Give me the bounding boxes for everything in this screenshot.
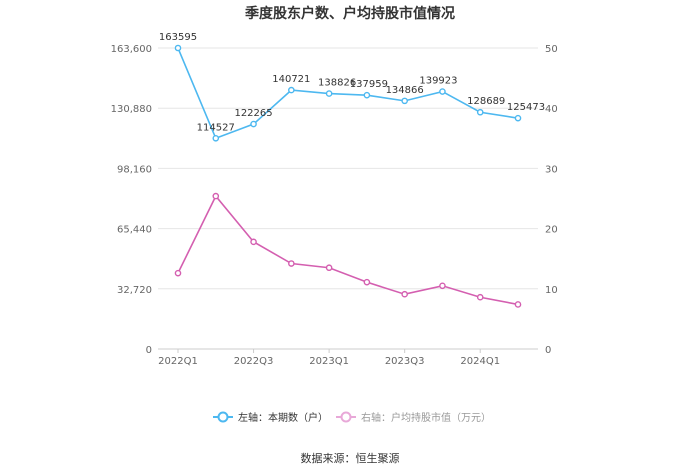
chart-title: 季度股东户数、户均持股市值情况 <box>244 5 455 22</box>
market-value-line <box>177 194 519 306</box>
households-data-label: 137959 <box>350 79 388 90</box>
left-axis: 0 32,720 65,440 98,160 130,880 163,600 <box>111 44 152 356</box>
market-value-point <box>439 282 446 290</box>
legend-marker-market-value <box>340 411 352 423</box>
left-tick-label: 32,720 <box>117 285 152 296</box>
left-tick-label: 98,160 <box>117 164 152 175</box>
right-axis: 0 10 20 30 40 50 <box>545 44 558 356</box>
grid-lines <box>158 47 538 350</box>
right-tick-label: 10 <box>545 285 558 296</box>
market-value-point <box>325 264 333 272</box>
x-axis: 2022Q1 2022Q3 2023Q1 2023Q3 2024Q1 <box>158 349 500 367</box>
households-line <box>177 47 519 140</box>
right-tick-label: 30 <box>545 164 558 175</box>
households-data-label: 140721 <box>272 74 310 85</box>
x-tick-label: 2023Q3 <box>385 356 425 367</box>
market-value-point <box>363 278 371 286</box>
market-value-point <box>212 192 220 200</box>
x-tick-label: 2022Q3 <box>234 356 274 367</box>
households-data-label: 134866 <box>386 85 424 96</box>
x-tick-label: 2023Q1 <box>309 356 349 367</box>
series-layer: 163595 114527 122265 140721 1388261379591348… <box>159 32 545 308</box>
households-data-label: 128689 <box>467 96 505 107</box>
households-point <box>174 44 182 52</box>
households-data-label: 122265 <box>234 108 272 119</box>
legend-label-market-value: 右轴：户均持股市值（万元） <box>361 411 491 424</box>
households-point <box>401 97 408 105</box>
legend-item-households[interactable]: 左轴：本期数（户） <box>213 411 328 424</box>
households-point <box>288 86 295 94</box>
market-value-point <box>476 293 484 301</box>
households-point <box>250 120 257 128</box>
right-tick-label: 50 <box>545 44 558 55</box>
right-tick-label: 40 <box>545 104 558 115</box>
legend-item-market-value[interactable]: 右轴：户均持股市值（万元） <box>336 411 491 424</box>
households-point <box>212 134 220 142</box>
households-point <box>363 91 371 99</box>
left-tick-label: 0 <box>146 345 152 356</box>
right-tick-label: 0 <box>545 345 551 356</box>
legend-label-households: 左轴：本期数（户） <box>238 411 328 424</box>
left-tick-label: 130,880 <box>111 104 152 115</box>
households-data-label: 163595 <box>159 32 197 43</box>
right-tick-label: 20 <box>545 225 558 236</box>
households-data-label: 138826 <box>318 78 356 89</box>
market-value-point <box>514 301 522 308</box>
market-value-point <box>288 260 295 267</box>
market-value-point <box>401 290 408 298</box>
households-point <box>439 88 446 95</box>
left-tick-label: 163,600 <box>111 44 152 55</box>
legend: 左轴：本期数（户） 右轴：户均持股市值（万元） <box>213 411 491 424</box>
households-point <box>514 114 522 122</box>
x-tick-label: 2022Q1 <box>158 356 198 367</box>
x-tick-label: 2024Q1 <box>460 356 500 367</box>
households-point <box>476 108 484 116</box>
market-value-point <box>250 238 257 246</box>
data-source: 数据来源：恒生聚源 <box>301 451 400 465</box>
households-point <box>325 90 333 97</box>
market-value-point <box>174 269 182 277</box>
households-data-label: 114527 <box>197 122 235 133</box>
households-data-label: 125473 <box>507 102 545 113</box>
left-tick-label: 65,440 <box>117 225 152 236</box>
legend-marker-households <box>217 411 229 423</box>
households-data-label: 139923 <box>419 76 457 87</box>
